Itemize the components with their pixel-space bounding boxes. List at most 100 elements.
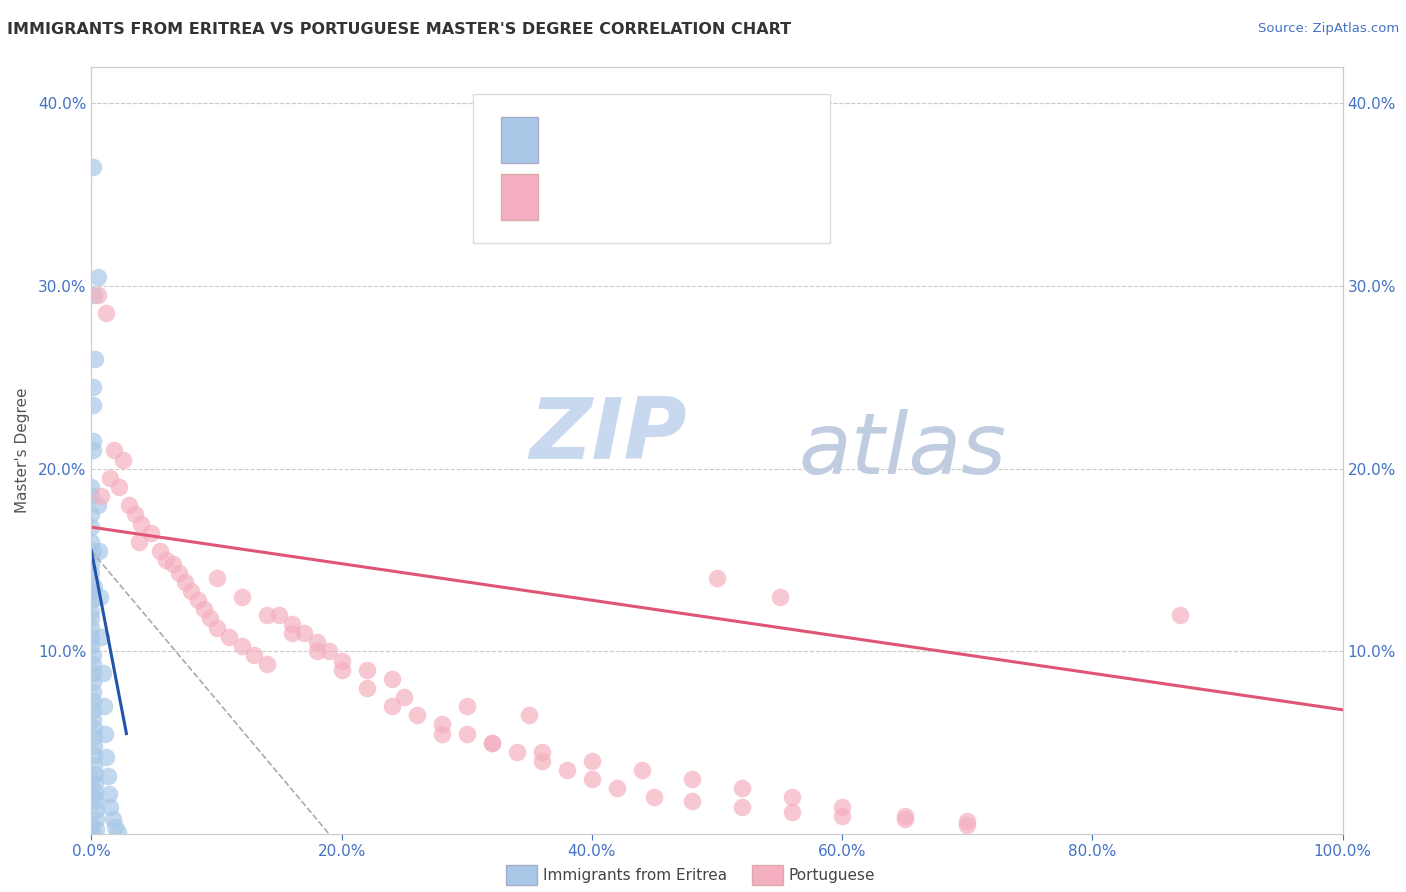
Point xyxy=(82,694,104,708)
Point xyxy=(218,630,240,644)
Point xyxy=(86,822,108,836)
Text: ZIP: ZIP xyxy=(529,393,688,476)
Point xyxy=(82,675,104,690)
Point xyxy=(267,607,290,622)
Point xyxy=(84,785,107,799)
Text: Portuguese: Portuguese xyxy=(789,868,876,882)
Point xyxy=(80,480,103,494)
Point xyxy=(405,708,427,723)
Point xyxy=(104,820,127,834)
Text: atlas: atlas xyxy=(799,409,1007,492)
Point xyxy=(82,434,104,449)
Point xyxy=(506,745,529,759)
Point xyxy=(82,790,104,805)
Point xyxy=(93,699,115,714)
Point xyxy=(86,288,108,302)
Point xyxy=(141,525,163,540)
Text: Source: ZipAtlas.com: Source: ZipAtlas.com xyxy=(1258,22,1399,36)
Point xyxy=(681,772,703,787)
Point xyxy=(292,626,315,640)
Point xyxy=(124,508,146,522)
Point xyxy=(101,813,124,827)
Point xyxy=(82,161,104,175)
Point xyxy=(82,398,104,412)
Point xyxy=(82,657,104,672)
Point xyxy=(84,776,107,790)
Point xyxy=(83,730,105,744)
Point xyxy=(481,736,503,750)
Point xyxy=(256,657,278,672)
Point xyxy=(83,748,105,763)
Point xyxy=(481,736,503,750)
Point xyxy=(155,553,177,567)
Point xyxy=(318,644,340,658)
Point xyxy=(80,508,103,522)
Point xyxy=(82,827,104,841)
Point xyxy=(107,825,129,839)
Point xyxy=(82,648,104,662)
Text: Immigrants from Eritrea: Immigrants from Eritrea xyxy=(543,868,727,882)
Point xyxy=(606,781,628,796)
Point xyxy=(517,708,540,723)
Point xyxy=(84,794,107,808)
Point xyxy=(82,379,104,393)
Point xyxy=(894,813,917,827)
Point xyxy=(98,471,121,485)
Point xyxy=(80,489,103,503)
Point xyxy=(80,548,103,562)
Point xyxy=(108,480,131,494)
Point xyxy=(80,584,103,599)
Point xyxy=(86,269,108,284)
Point xyxy=(90,630,112,644)
Point xyxy=(84,352,107,367)
Text: IMMIGRANTS FROM ERITREA VS PORTUGUESE MASTER'S DEGREE CORRELATION CHART: IMMIGRANTS FROM ERITREA VS PORTUGUESE MA… xyxy=(7,22,792,37)
Point xyxy=(430,717,453,731)
Point xyxy=(82,443,104,458)
Point xyxy=(456,726,478,740)
Point xyxy=(780,790,803,805)
Text: R =  -0.162    N = 65: R = -0.162 N = 65 xyxy=(554,128,714,144)
Point xyxy=(80,818,103,832)
Point xyxy=(205,621,228,635)
Point xyxy=(894,809,917,823)
Point xyxy=(200,611,222,625)
Point xyxy=(193,602,215,616)
Point xyxy=(356,681,378,695)
Point xyxy=(83,721,105,735)
Point xyxy=(97,787,120,801)
Point xyxy=(1168,607,1191,622)
Point xyxy=(82,544,104,558)
Point xyxy=(581,754,603,768)
Point xyxy=(80,593,103,607)
Point xyxy=(83,739,105,754)
Point xyxy=(80,827,103,841)
Point xyxy=(356,663,378,677)
Point xyxy=(83,288,105,302)
Point xyxy=(381,672,404,686)
Point xyxy=(131,516,153,531)
Point xyxy=(780,805,803,819)
Point xyxy=(205,571,228,585)
Point xyxy=(530,754,553,768)
Point xyxy=(167,566,190,580)
Point xyxy=(84,766,107,780)
Point xyxy=(231,590,253,604)
Point xyxy=(82,684,104,698)
Point xyxy=(956,818,979,832)
Point xyxy=(86,813,108,827)
Point xyxy=(187,593,209,607)
Point xyxy=(731,781,754,796)
Point xyxy=(305,644,328,658)
Point xyxy=(94,726,117,740)
Point xyxy=(97,768,120,782)
Point xyxy=(305,635,328,649)
Point xyxy=(280,626,302,640)
Point xyxy=(392,690,415,704)
Point xyxy=(83,581,105,595)
Point xyxy=(111,452,134,467)
FancyBboxPatch shape xyxy=(501,174,538,220)
Point xyxy=(768,590,790,604)
Point xyxy=(706,571,728,585)
Point xyxy=(80,566,103,580)
Point xyxy=(162,557,184,571)
